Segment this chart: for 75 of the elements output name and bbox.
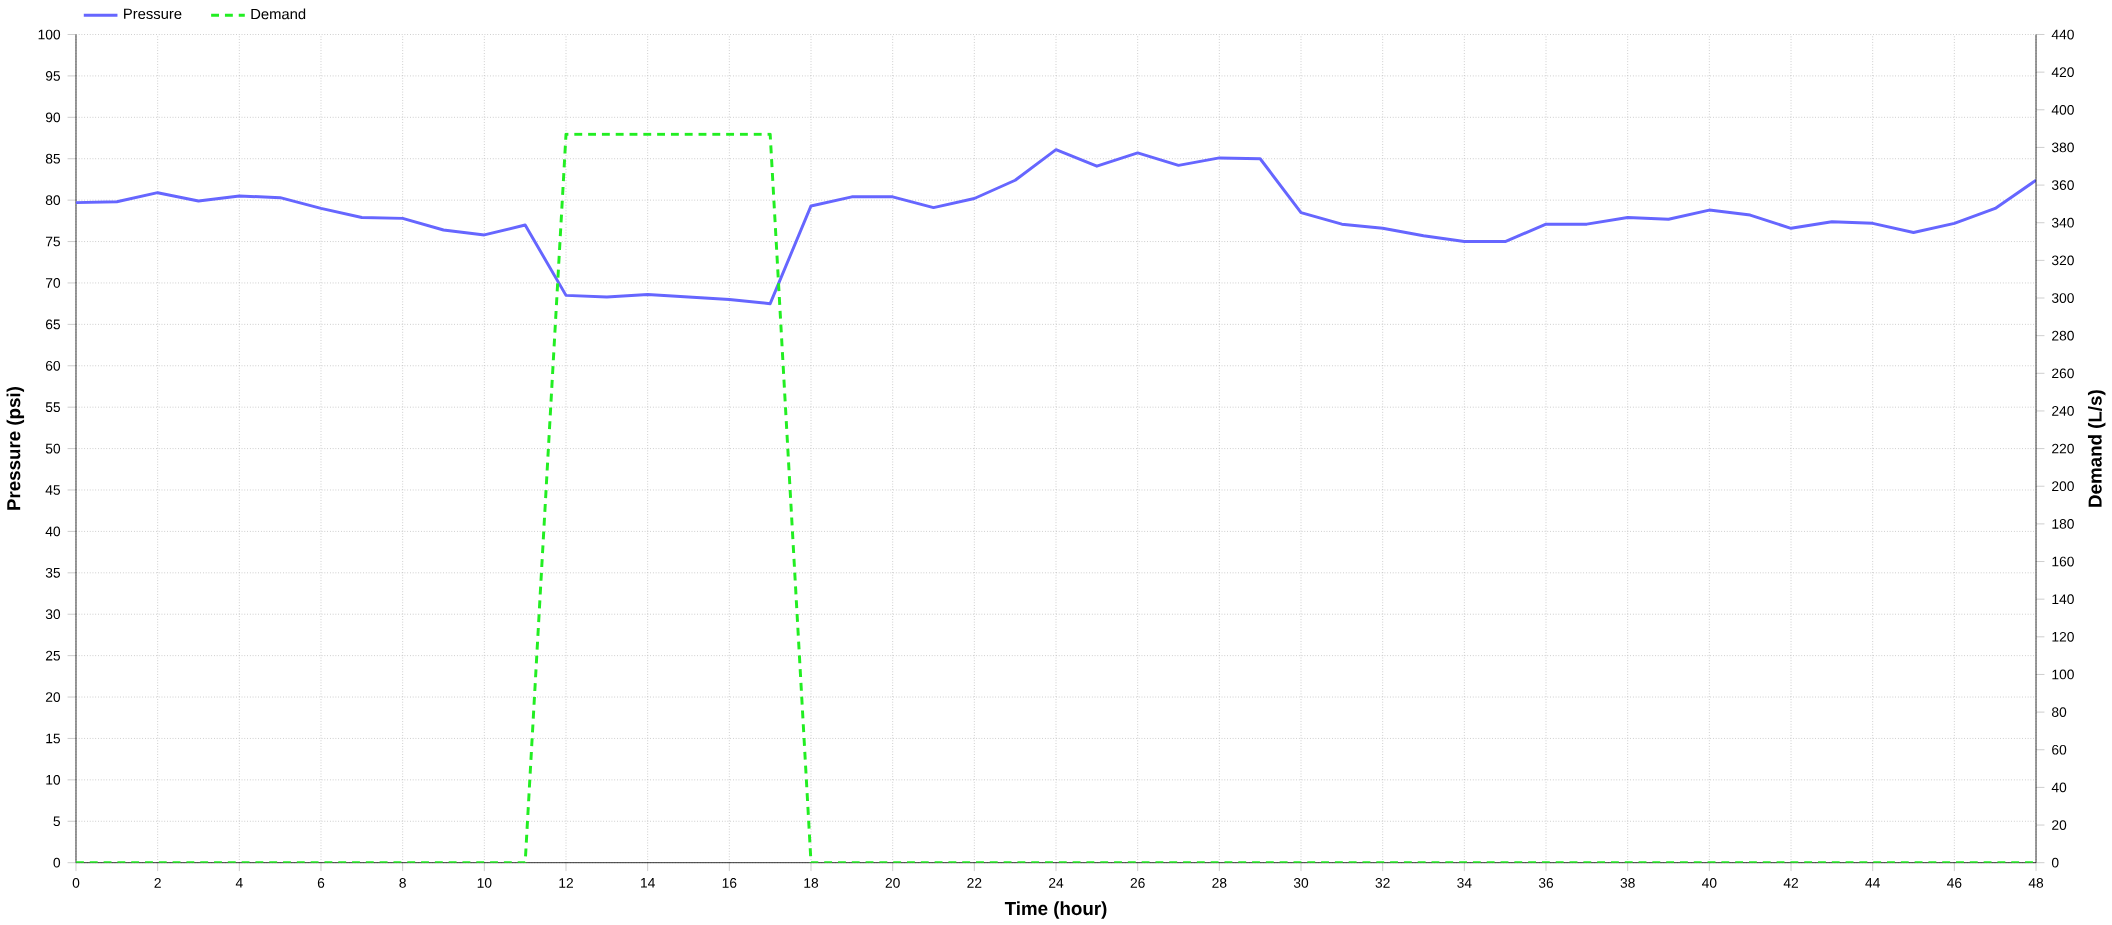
x-axis-title: Time (hour) bbox=[1004, 901, 1107, 919]
y2-tick-label: 440 bbox=[2051, 29, 2074, 40]
y2-tick-label: 320 bbox=[2051, 255, 2074, 266]
x-tick-label: 48 bbox=[2028, 877, 2044, 888]
y2-tick-label: 280 bbox=[2052, 330, 2074, 341]
x-tick-label: 18 bbox=[804, 877, 819, 888]
y2-tick-label: 240 bbox=[2052, 405, 2074, 416]
x-tick-label: 16 bbox=[722, 877, 737, 888]
y2-tick-label: 160 bbox=[2052, 556, 2074, 567]
y2-tick-label: 20 bbox=[2052, 819, 2067, 830]
x-tick-label: 10 bbox=[477, 877, 492, 888]
y2-tick-label: 40 bbox=[2051, 782, 2067, 793]
x-tick-label: 30 bbox=[1293, 877, 1309, 888]
legend-label: Pressure bbox=[124, 8, 182, 19]
y2-tick-label: 400 bbox=[2051, 104, 2074, 115]
line-series bbox=[76, 147, 2037, 305]
y2-tick-label: 380 bbox=[2051, 142, 2074, 153]
y2-tick-label: 120 bbox=[2052, 631, 2074, 642]
y2-tick-label: 340 bbox=[2051, 217, 2074, 228]
x-tick-label: 38 bbox=[1620, 877, 1635, 888]
y-tick-label: 95 bbox=[45, 70, 61, 81]
y-tick-label: 60 bbox=[45, 360, 61, 371]
y-tick-label: 5 bbox=[53, 816, 61, 826]
y2-tick-label: 360 bbox=[2051, 180, 2074, 190]
y2-tick-label: 60 bbox=[2052, 744, 2067, 755]
y-tick-label: 0 bbox=[53, 857, 61, 868]
y-tick-label: 90 bbox=[45, 112, 61, 122]
y-tick-label: 70 bbox=[45, 277, 61, 288]
y-tick-label: 15 bbox=[46, 733, 61, 744]
x-tick-label: 34 bbox=[1457, 877, 1472, 888]
y-tick-label: 50 bbox=[45, 443, 61, 454]
y-tick-label: 100 bbox=[38, 29, 61, 40]
x-tick-label: 28 bbox=[1212, 877, 1227, 888]
x-tick-label: 26 bbox=[1130, 877, 1145, 888]
y-axis-title: Pressure (psi) bbox=[6, 386, 25, 510]
y-tick-label: 45 bbox=[45, 484, 61, 495]
y-tick-label: 65 bbox=[45, 319, 61, 330]
y2-tick-label: 180 bbox=[2052, 518, 2074, 529]
y2-tick-label: 220 bbox=[2052, 443, 2074, 454]
y-tick-label: 75 bbox=[45, 236, 61, 247]
y2-tick-label: 100 bbox=[2052, 669, 2074, 680]
x-tick-label: 42 bbox=[1783, 877, 1798, 888]
x-tick-label: 12 bbox=[559, 877, 573, 888]
x-tick-label: 24 bbox=[1049, 877, 1064, 888]
y-tick-label: 40 bbox=[45, 526, 61, 537]
x-tick-label: 46 bbox=[1946, 877, 1962, 888]
y2-tick-label: 260 bbox=[2052, 368, 2074, 378]
x-tick-label: 0 bbox=[72, 877, 80, 888]
y2-tick-label: 420 bbox=[2051, 67, 2074, 77]
y-tick-label: 20 bbox=[45, 691, 61, 702]
y-tick-label: 10 bbox=[46, 774, 61, 785]
y2-tick-label: 0 bbox=[2051, 857, 2059, 868]
x-tick-label: 4 bbox=[235, 877, 243, 888]
x-tick-label: 14 bbox=[641, 877, 655, 888]
y2-tick-label: 80 bbox=[2051, 707, 2067, 717]
y-tick-label: 30 bbox=[45, 609, 61, 619]
x-tick-label: 32 bbox=[1375, 877, 1390, 888]
x-tick-label: 44 bbox=[1865, 877, 1880, 888]
x-tick-label: 40 bbox=[1701, 877, 1717, 888]
legend-label: Demand bbox=[251, 8, 306, 20]
y-tick-label: 85 bbox=[45, 153, 61, 164]
y-tick-label: 80 bbox=[45, 195, 61, 205]
y2-tick-label: 140 bbox=[2052, 594, 2074, 604]
y-tick-label: 25 bbox=[45, 650, 61, 661]
x-tick-label: 36 bbox=[1538, 877, 1554, 888]
x-tick-label: 6 bbox=[317, 877, 325, 888]
x-tick-label: 20 bbox=[885, 877, 900, 888]
y2-axis-title: Demand (L/s) bbox=[2087, 390, 2106, 507]
y2-tick-label: 200 bbox=[2052, 481, 2074, 491]
y-tick-label: 55 bbox=[45, 402, 61, 412]
y-tick-label: 35 bbox=[45, 567, 61, 578]
x-tick-label: 22 bbox=[967, 877, 982, 888]
x-tick-label: 8 bbox=[399, 877, 406, 888]
x-tick-label: 2 bbox=[154, 877, 161, 888]
y2-tick-label: 300 bbox=[2051, 292, 2074, 303]
